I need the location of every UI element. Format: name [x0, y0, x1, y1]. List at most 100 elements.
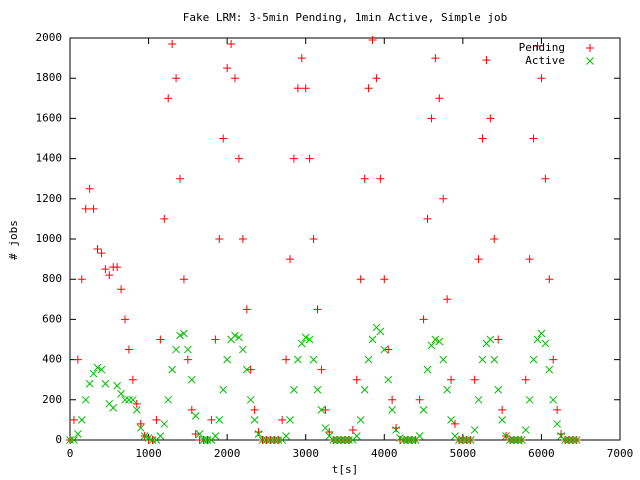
point — [136, 419, 145, 428]
point — [561, 436, 569, 444]
point — [498, 405, 507, 414]
point — [341, 436, 349, 444]
point — [345, 436, 353, 444]
point — [211, 335, 220, 344]
point — [565, 436, 573, 444]
point — [124, 345, 133, 354]
point — [313, 305, 322, 314]
point — [447, 375, 456, 384]
point — [93, 363, 102, 372]
point — [364, 355, 373, 364]
point — [553, 405, 562, 414]
point — [352, 375, 361, 384]
point — [443, 385, 451, 394]
point — [77, 275, 86, 284]
point — [474, 395, 483, 404]
point — [498, 416, 506, 424]
point — [297, 339, 306, 348]
point — [525, 255, 534, 264]
point — [66, 436, 74, 444]
x-tick-label: 5000 — [450, 447, 477, 460]
point — [172, 345, 180, 354]
point — [239, 345, 247, 354]
point — [360, 174, 369, 183]
point — [132, 405, 141, 414]
point — [223, 355, 231, 364]
point — [368, 36, 377, 45]
point — [533, 335, 542, 344]
point — [187, 405, 196, 414]
point — [168, 40, 177, 49]
point — [176, 174, 184, 183]
point — [125, 395, 133, 404]
x-tick-label: 4000 — [371, 447, 398, 460]
point — [129, 395, 137, 404]
point — [372, 74, 381, 83]
point — [132, 399, 141, 408]
point — [93, 245, 102, 254]
x-tick-label: 2000 — [214, 447, 241, 460]
point — [443, 295, 452, 304]
point — [215, 416, 224, 424]
point — [297, 54, 306, 63]
point — [423, 365, 432, 374]
point — [235, 333, 243, 342]
point — [262, 436, 271, 444]
point — [156, 432, 165, 440]
point — [144, 434, 153, 442]
point — [89, 369, 98, 378]
y-tick-label: 1800 — [36, 71, 63, 84]
point — [301, 333, 310, 342]
legend-label: Pending — [519, 41, 565, 54]
point — [309, 355, 318, 364]
point — [70, 436, 78, 444]
x-tick-label: 7000 — [607, 447, 634, 460]
point — [203, 436, 212, 444]
y-tick-label: 400 — [42, 353, 62, 366]
point — [164, 94, 173, 103]
point — [168, 365, 176, 374]
x-tick-label: 1000 — [135, 447, 162, 460]
point — [431, 54, 440, 63]
point — [533, 42, 542, 51]
point — [384, 375, 393, 384]
point — [121, 395, 129, 404]
point — [136, 424, 145, 432]
point — [529, 134, 538, 143]
x-tick-label: 6000 — [528, 447, 555, 460]
point — [423, 214, 432, 223]
x-tick-label: 3000 — [292, 447, 319, 460]
point — [478, 355, 487, 364]
point — [187, 375, 196, 384]
point — [368, 335, 377, 344]
point — [286, 416, 294, 424]
point — [231, 74, 239, 83]
point — [223, 64, 232, 73]
point — [541, 174, 550, 183]
point — [234, 154, 243, 163]
point — [69, 415, 78, 424]
point — [109, 403, 118, 412]
point — [278, 415, 287, 424]
point — [286, 255, 294, 264]
point — [537, 329, 546, 338]
point — [176, 331, 184, 340]
point — [529, 355, 538, 364]
point — [152, 415, 161, 424]
point — [459, 436, 467, 444]
point — [380, 275, 389, 284]
point — [219, 134, 228, 143]
point — [521, 426, 530, 434]
point — [317, 365, 326, 374]
point — [309, 235, 318, 243]
point — [419, 315, 428, 324]
point — [451, 419, 459, 428]
point — [435, 94, 444, 103]
point — [179, 275, 188, 284]
point — [376, 327, 385, 336]
point — [490, 355, 499, 364]
point — [462, 436, 471, 444]
point — [439, 355, 448, 364]
point — [325, 427, 334, 436]
point — [364, 84, 373, 93]
